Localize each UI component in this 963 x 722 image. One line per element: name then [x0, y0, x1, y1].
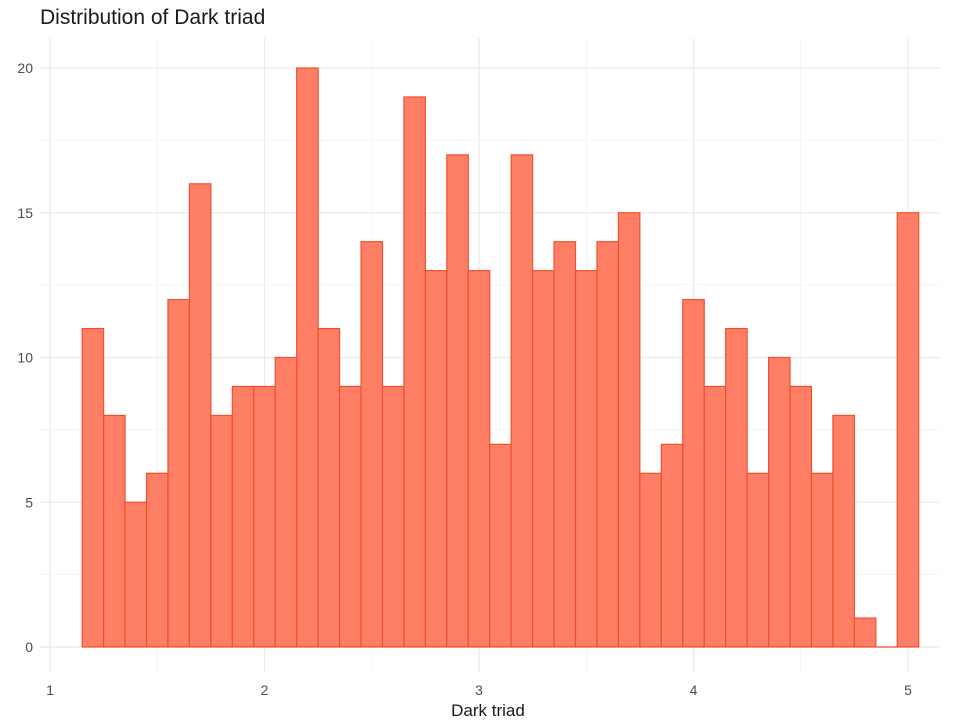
histogram-bar [103, 414, 126, 648]
histogram-bar [489, 443, 512, 648]
y-tick-label: 20 [17, 60, 33, 76]
histogram-bar [124, 501, 148, 648]
y-tick-label: 5 [25, 494, 33, 510]
y-tick-labels: 0 5 10 15 20 [17, 60, 33, 655]
y-tick-label: 10 [17, 350, 33, 366]
x-tick-label: 4 [690, 682, 698, 698]
y-tick-label: 15 [17, 205, 33, 221]
x-tick-label: 1 [46, 682, 54, 698]
histogram-bar [617, 212, 641, 648]
x-tick-label: 2 [261, 682, 269, 698]
histogram-bar [253, 385, 276, 648]
histogram-bar [896, 212, 920, 648]
x-tick-labels: 1 2 3 4 5 [46, 682, 912, 698]
histogram-bar [639, 472, 662, 648]
histogram-bar [853, 617, 877, 648]
histogram-bar [403, 96, 426, 648]
histogram-bar [231, 385, 255, 648]
x-axis-title: Dark triad [451, 701, 525, 720]
histogram-bar [167, 299, 191, 648]
histogram-bar [360, 241, 384, 648]
histogram-bar [574, 270, 598, 648]
y-tick-label: 0 [25, 639, 33, 655]
histogram-bar [424, 270, 448, 648]
x-tick-label: 5 [904, 682, 912, 698]
histogram-bar [767, 356, 791, 648]
histogram-bar [145, 472, 169, 648]
histogram-bar [296, 67, 319, 648]
histogram-bar [381, 385, 405, 648]
histogram-bar [81, 327, 105, 648]
histogram-bar [510, 154, 534, 648]
histogram-bar [532, 270, 555, 648]
histogram-bar [553, 241, 577, 648]
histogram-bar [660, 443, 684, 648]
histogram-bar [338, 385, 362, 648]
histogram-bar [446, 154, 469, 648]
chart-title: Distribution of Dark triad [40, 6, 266, 29]
histogram-bars [81, 67, 920, 648]
histogram-bar [810, 472, 834, 648]
histogram-bar [832, 414, 855, 648]
histogram-bar [210, 414, 233, 648]
histogram-bar [274, 356, 298, 648]
histogram-bar [789, 385, 813, 648]
histogram-bar [703, 385, 727, 648]
histogram-bar [746, 472, 770, 648]
x-tick-label: 3 [475, 682, 483, 698]
histogram-bar [467, 270, 491, 648]
histogram-bar [596, 241, 620, 648]
histogram-bar [682, 299, 705, 648]
histogram-bar [188, 183, 212, 648]
histogram-bar [317, 327, 341, 648]
histogram-bar [725, 327, 748, 648]
